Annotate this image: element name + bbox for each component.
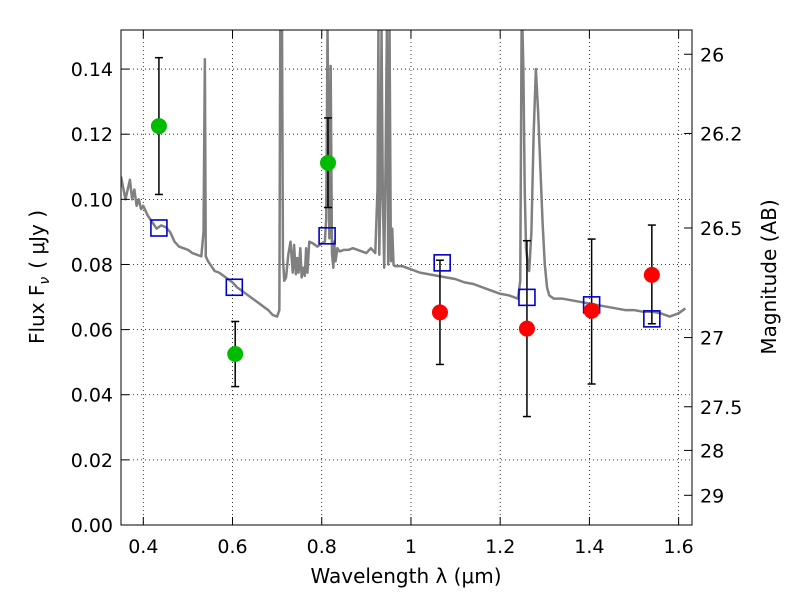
y-tick-label: 0.04	[71, 385, 113, 407]
y-axis-label-main: Flux F	[25, 285, 49, 344]
y-axis-label-sub: ν	[37, 277, 53, 285]
x-tick-label: 1	[405, 536, 417, 558]
model-band-square	[433, 254, 451, 272]
spectrum-layer	[121, 30, 687, 318]
red-data-point	[583, 302, 600, 319]
green-data-point	[319, 154, 336, 171]
model-spectrum-line	[121, 30, 687, 318]
red-data-point	[643, 266, 660, 283]
green-data-point	[227, 346, 244, 363]
x-tick-label: 1.6	[664, 536, 694, 558]
y-tick-label: 0.10	[71, 189, 113, 211]
model-band-square	[150, 219, 168, 237]
mag-tick-label: 27.5	[700, 397, 742, 419]
x-tick-label: 0.6	[217, 536, 247, 558]
mag-tick-label: 26	[700, 44, 724, 66]
y-tick-label: 0.00	[71, 515, 113, 537]
plot-frame	[120, 29, 693, 526]
y2-axis-label: Magnitude (AB)	[757, 199, 781, 354]
grid-layer	[121, 30, 692, 526]
y-tick-label: 0.14	[71, 59, 113, 81]
x-tick-label: 1.4	[574, 536, 604, 558]
x-tick-label: 0.4	[128, 536, 158, 558]
x-tick-label: 0.8	[307, 536, 337, 558]
model-band-square	[318, 227, 336, 245]
model-band-square	[518, 288, 536, 307]
model-band-square	[643, 310, 661, 328]
y-tick-label: 0.02	[71, 450, 113, 472]
y-tick-label: 0.08	[71, 254, 113, 276]
red-data-point	[431, 304, 448, 321]
y-tick-label: 0.06	[71, 320, 113, 342]
axis-layer: 0.4 0.6 0.8 1 1.2 1.4 1.6 0.00 0.02 0.04 0.06 0.08 0…	[71, 30, 742, 558]
y-axis-label-unit: ( μJy )	[25, 210, 49, 269]
model-band-square	[225, 278, 244, 297]
y-tick-label: 0.12	[71, 124, 113, 146]
green-data-point	[150, 118, 167, 135]
marker-layer	[150, 56, 661, 418]
red-data-point	[518, 320, 535, 337]
x-tick-label: 1.2	[485, 536, 515, 558]
x-axis-label: Wavelength λ (μm)	[310, 564, 501, 588]
mag-tick-label: 26.5	[700, 218, 742, 240]
mag-tick-label: 29	[700, 485, 724, 507]
mag-tick-label: 28	[700, 440, 724, 462]
mag-tick-label: 26.2	[700, 123, 742, 145]
mag-tick-label: 27	[700, 328, 724, 350]
y-axis-label: Flux Fν ( μJy )	[25, 210, 53, 344]
